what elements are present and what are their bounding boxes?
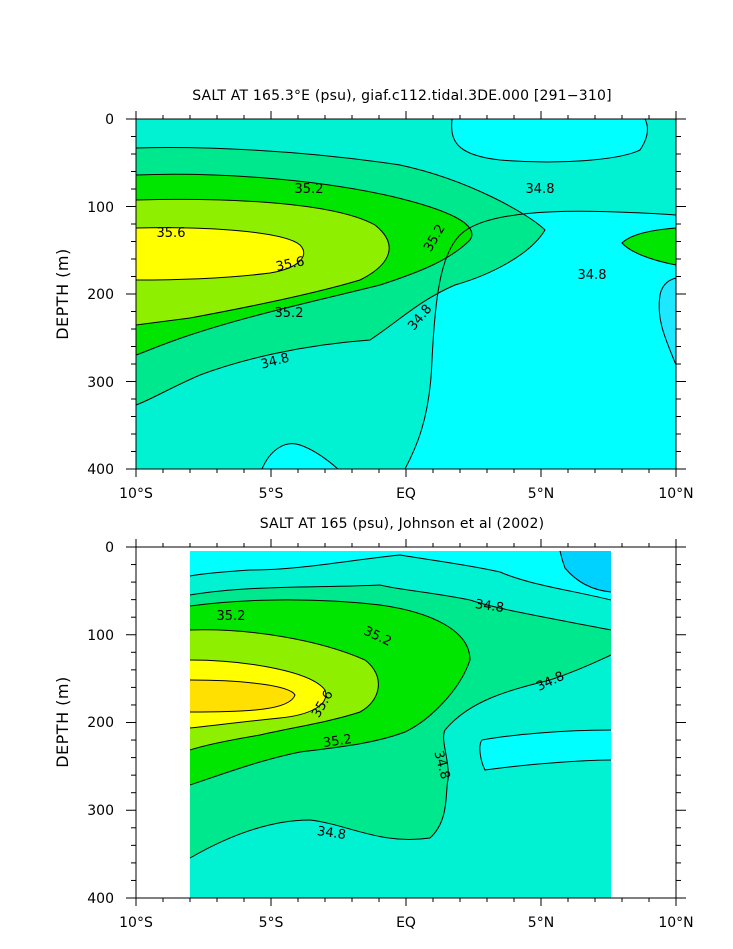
fill-band-low bbox=[190, 655, 611, 898]
contour-line bbox=[621, 227, 677, 266]
y-tick-label: 300 bbox=[87, 375, 114, 391]
fill-low-right bbox=[479, 730, 611, 770]
contour-line bbox=[559, 550, 612, 593]
contour-label: 34.8 bbox=[578, 268, 607, 283]
fill-vlow-right bbox=[659, 278, 676, 365]
fill-core-dark bbox=[190, 680, 295, 712]
contour-label: 35.2 bbox=[322, 732, 353, 751]
contour-line bbox=[658, 277, 677, 366]
fill-low-top bbox=[451, 119, 648, 162]
x-tick-label: 5°N bbox=[528, 915, 554, 931]
contour-line bbox=[135, 227, 305, 281]
contour-label: 34.8 bbox=[259, 351, 291, 373]
contour-line bbox=[135, 147, 546, 406]
contour-line bbox=[189, 554, 612, 601]
contour-fills-top bbox=[136, 119, 676, 470]
contour-label: 35.6 bbox=[275, 254, 306, 275]
x-tick-label: 10°N bbox=[658, 915, 693, 931]
fill-low-bottom bbox=[262, 443, 338, 469]
contour-line bbox=[404, 210, 677, 470]
axis-ticks-bottom bbox=[126, 539, 686, 906]
x-tick-label: EQ bbox=[396, 486, 416, 502]
contour-lines-top bbox=[135, 118, 677, 470]
contour-line bbox=[135, 173, 473, 356]
contour-line bbox=[261, 443, 339, 470]
chart-title-bottom: SALT AT 165 (psu), Johnson et al (2002) bbox=[260, 516, 545, 532]
contour-label: 34.8 bbox=[430, 749, 452, 781]
contour-line bbox=[189, 629, 379, 751]
contour-fills-bottom bbox=[190, 551, 611, 898]
contour-label: 35.2 bbox=[295, 182, 324, 197]
contour-line bbox=[451, 118, 648, 163]
contour-label: 34.8 bbox=[316, 824, 347, 843]
x-tick-label: 5°N bbox=[528, 486, 554, 502]
contour-line bbox=[479, 729, 612, 771]
chart-title-top: SALT AT 165.3°E (psu), giaf.c112.tidal.3… bbox=[192, 88, 612, 104]
panel-top: SALT AT 165.3°E (psu), giaf.c112.tidal.3… bbox=[53, 88, 694, 502]
y-axis-label-top: DEPTH (m) bbox=[53, 248, 72, 340]
y-tick-label: 400 bbox=[87, 462, 114, 478]
x-tick-label: 10°S bbox=[119, 486, 153, 502]
fill-core bbox=[136, 227, 304, 280]
contour-label: 35.6 bbox=[157, 226, 186, 241]
tick-labels-top: 0 100 200 300 400 10°S 5°S EQ 5°N 10°N bbox=[87, 112, 693, 502]
contour-line bbox=[189, 679, 296, 713]
y-tick-label: 0 bbox=[105, 112, 114, 128]
contour-label: 34.8 bbox=[474, 597, 505, 616]
y-tick-label: 400 bbox=[87, 891, 114, 907]
y-tick-label: 100 bbox=[87, 200, 114, 216]
x-tick-label: 5°S bbox=[259, 486, 284, 502]
contour-label: 34.8 bbox=[526, 182, 555, 197]
x-tick-label: 10°S bbox=[119, 915, 153, 931]
y-axis-label-bottom: DEPTH (m) bbox=[53, 676, 72, 768]
contour-line bbox=[189, 599, 471, 786]
contour-line bbox=[189, 659, 327, 729]
contour-label: 35.2 bbox=[275, 306, 304, 321]
contour-line bbox=[189, 584, 612, 631]
y-tick-label: 200 bbox=[87, 287, 114, 303]
y-tick-label: 200 bbox=[87, 715, 114, 731]
y-tick-label: 100 bbox=[87, 628, 114, 644]
x-tick-label: EQ bbox=[396, 915, 416, 931]
contour-line bbox=[189, 654, 612, 859]
fill-right-patch bbox=[622, 228, 676, 265]
panel-bottom: SALT AT 165 (psu), Johnson et al (2002) bbox=[53, 516, 694, 931]
contour-line bbox=[135, 198, 390, 326]
axis-ticks-top bbox=[126, 111, 686, 477]
fill-top-blue bbox=[560, 551, 611, 592]
fill-top-cyan2 bbox=[190, 551, 611, 600]
x-tick-label: 5°S bbox=[259, 915, 284, 931]
x-tick-label: 10°N bbox=[658, 486, 693, 502]
contour-lines-bottom bbox=[189, 550, 612, 859]
y-tick-label: 300 bbox=[87, 803, 114, 819]
contour-label: 35.2 bbox=[217, 609, 246, 624]
y-tick-label: 0 bbox=[105, 540, 114, 556]
tick-labels-bottom: 0 100 200 300 400 10°S 5°S EQ 5°N 10°N bbox=[87, 540, 693, 931]
